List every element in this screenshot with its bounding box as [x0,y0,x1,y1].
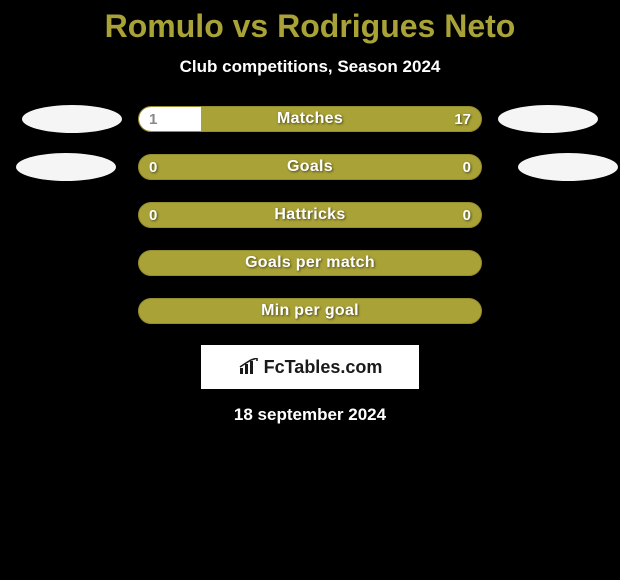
stat-bar: Goals per match [138,250,482,276]
player-right-badge [498,105,598,133]
comparison-infographic: Romulo vs Rodrigues Neto Club competitio… [0,0,620,425]
logo-box: FcTables.com [201,345,419,389]
player-left-badge [22,105,122,133]
player-left-badge [16,153,116,181]
page-title: Romulo vs Rodrigues Neto [0,8,620,45]
stat-label: Matches [139,110,481,128]
stat-row: 0Goals0 [0,153,620,181]
chart-icon [238,358,260,376]
stat-row: Goals per match [0,249,620,277]
logo-text: FcTables.com [264,357,383,378]
value-right: 0 [463,159,471,176]
player-right-badge [518,153,618,181]
value-right: 0 [463,207,471,224]
stat-bar: 0Hattricks0 [138,202,482,228]
stat-rows: 1Matches170Goals00Hattricks0Goals per ma… [0,105,620,325]
stat-label: Min per goal [139,302,481,320]
subtitle: Club competitions, Season 2024 [0,57,620,77]
value-right: 17 [454,111,471,128]
stat-label: Goals [139,158,481,176]
stat-row: 0Hattricks0 [0,201,620,229]
stat-row: Min per goal [0,297,620,325]
date-caption: 18 september 2024 [0,405,620,425]
stat-label: Hattricks [139,206,481,224]
value-left: 0 [149,207,157,224]
value-left: 0 [149,159,157,176]
stat-label: Goals per match [139,254,481,272]
stat-bar: 0Goals0 [138,154,482,180]
logo: FcTables.com [238,357,383,378]
stat-bar: Min per goal [138,298,482,324]
stat-row: 1Matches17 [0,105,620,133]
value-left: 1 [149,111,157,128]
stat-bar: 1Matches17 [138,106,482,132]
